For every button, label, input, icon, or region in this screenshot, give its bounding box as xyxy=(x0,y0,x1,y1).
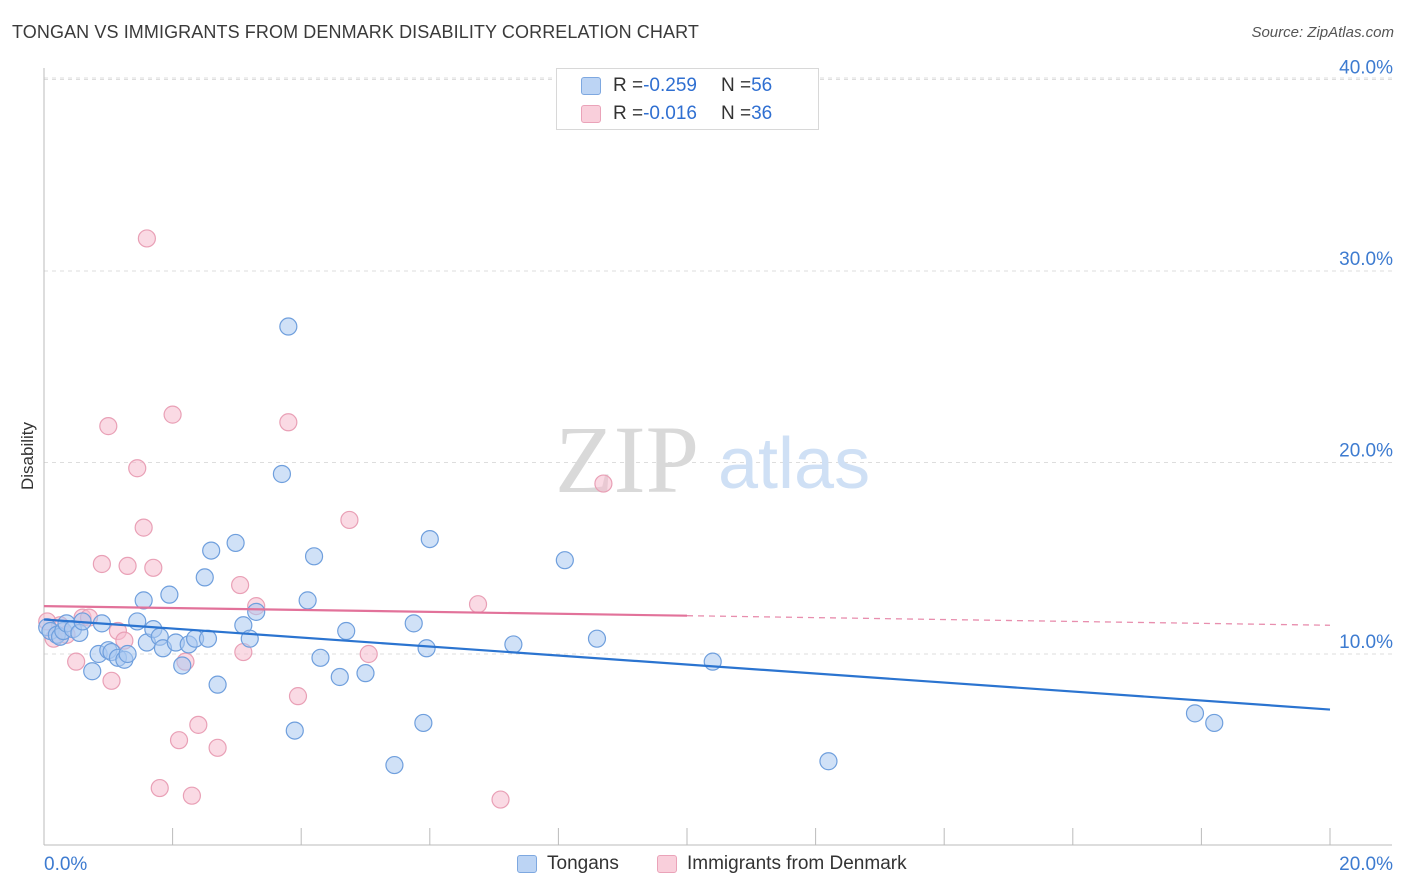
bottom-legend-label-denmark: Immigrants from Denmark xyxy=(687,853,907,874)
denmark-point xyxy=(359,644,378,664)
denmark-point xyxy=(137,229,156,248)
grid-layer xyxy=(44,77,1392,655)
tongans-point xyxy=(226,533,245,553)
legend-r-label: R = xyxy=(613,103,644,124)
bottom-legend-tongans: Tongans xyxy=(517,852,619,876)
tongans-point xyxy=(420,529,439,549)
legend-swatch-tongans xyxy=(581,77,601,95)
denmark-point xyxy=(491,790,510,809)
watermark-atlas: atlas xyxy=(718,424,870,504)
tongans-point xyxy=(272,464,292,484)
y-tick-label: 30.0% xyxy=(1339,249,1393,270)
tongans-point xyxy=(173,656,192,675)
tongans-point xyxy=(198,629,218,648)
legend-n-label: N = xyxy=(720,103,752,124)
tongans-point xyxy=(404,614,423,633)
tongans-point xyxy=(298,591,317,610)
bottom-legend-label-tongans: Tongans xyxy=(547,853,619,874)
x-tick-label: 0.0% xyxy=(44,854,87,875)
denmark-point xyxy=(163,405,182,424)
tongans-point xyxy=(337,621,356,641)
x-tick-label: 20.0% xyxy=(1339,854,1393,875)
legend-n-value: 36 xyxy=(751,103,773,124)
denmark-point xyxy=(231,575,250,595)
bottom-swatch-denmark xyxy=(657,855,677,873)
watermark: ZIP atlas xyxy=(555,406,870,513)
denmark-point xyxy=(99,417,118,436)
legend-n-label: N = xyxy=(720,75,752,96)
tongans-point xyxy=(1205,713,1224,733)
tongans-point xyxy=(311,648,330,667)
denmark-point xyxy=(118,556,137,576)
denmark-point xyxy=(279,413,298,432)
tongans-point xyxy=(555,551,574,570)
source-label: Source: ZipAtlas.com xyxy=(1251,24,1394,41)
tongans-point xyxy=(330,667,349,687)
denmark-point xyxy=(468,595,488,614)
denmark-point xyxy=(169,731,189,750)
denmark-trend-extension xyxy=(686,615,1331,626)
denmark-point xyxy=(102,671,121,690)
legend-r-value: -0.016 xyxy=(643,103,697,124)
series-tongans-points xyxy=(38,317,1224,775)
tongans-point xyxy=(83,662,102,681)
denmark-point xyxy=(340,510,359,530)
tongans-point xyxy=(279,317,298,336)
legend-swatch-denmark xyxy=(581,105,601,123)
tongans-point xyxy=(202,541,221,560)
bottom-legend-denmark: Immigrants from Denmark xyxy=(657,852,907,876)
denmark-point xyxy=(67,652,86,671)
denmark-point xyxy=(208,738,227,757)
tongans-point xyxy=(417,639,436,658)
tongans-point xyxy=(160,585,179,604)
tongans-point xyxy=(195,568,214,587)
tongans-point xyxy=(247,602,266,621)
tongans-point xyxy=(504,635,523,654)
legend-row-denmark: R = -0.016 N = 36 xyxy=(581,102,772,126)
watermark-zip: ZIP xyxy=(555,406,699,513)
axis-layer xyxy=(43,68,1392,846)
tongans-point xyxy=(356,664,375,683)
y-tick-label: 40.0% xyxy=(1339,58,1393,79)
legend-row-tongans: R = -0.259 N = 56 xyxy=(581,74,772,98)
tick-labels: 10.0% 20.0% 30.0% 40.0% 0.0% 20.0% xyxy=(44,58,1393,876)
tongans-point xyxy=(819,752,838,771)
tongans-point xyxy=(118,644,137,664)
tongans-point xyxy=(208,675,227,694)
denmark-point xyxy=(189,715,208,734)
legend-n-value: 56 xyxy=(751,75,773,96)
y-tick-label: 20.0% xyxy=(1339,441,1393,462)
bottom-swatch-tongans xyxy=(517,855,537,873)
legend-r-value: -0.259 xyxy=(643,75,697,96)
denmark-point xyxy=(92,554,111,574)
chart-title: TONGAN VS IMMIGRANTS FROM DENMARK DISABI… xyxy=(12,22,699,42)
denmark-point xyxy=(128,459,147,478)
tongans-point xyxy=(414,713,433,733)
series-denmark-points xyxy=(38,229,613,809)
tongans-point xyxy=(587,629,607,648)
tongans-trend-line xyxy=(43,618,1331,711)
denmark-point xyxy=(288,687,308,706)
denmark-point xyxy=(182,786,201,805)
legend-r-label: R = xyxy=(613,75,644,96)
y-tick-label: 10.0% xyxy=(1339,632,1393,653)
trend-lines xyxy=(43,605,1331,711)
tongans-point xyxy=(385,755,404,775)
tongans-point xyxy=(1185,704,1205,723)
tongans-point xyxy=(304,547,324,566)
denmark-point xyxy=(150,778,169,798)
correlation-legend: R = -0.259 N = 56 R = -0.016 N = 36 xyxy=(556,68,819,130)
denmark-point xyxy=(134,518,153,537)
tongans-point xyxy=(285,721,304,740)
denmark-trend-line xyxy=(43,605,688,617)
tongans-point xyxy=(134,591,153,610)
denmark-point xyxy=(594,474,613,493)
denmark-point xyxy=(144,558,163,577)
